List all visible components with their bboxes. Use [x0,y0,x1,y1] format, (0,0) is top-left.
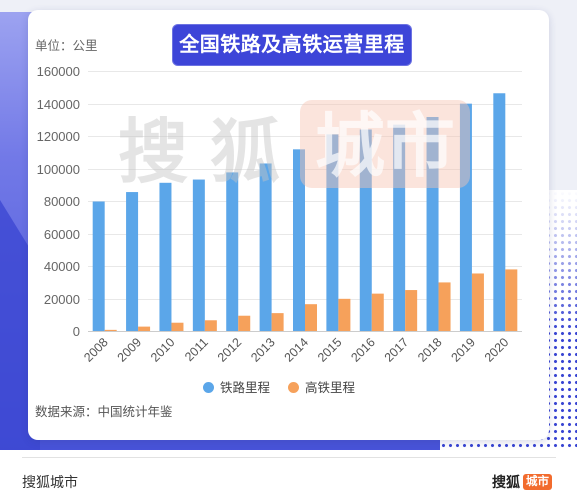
bar-hsr-2017 [405,290,418,331]
x-tick-label: 2013 [248,335,278,365]
bars [92,93,518,331]
watermark-box [300,100,470,188]
watermark-text-right: 城市 [315,107,455,185]
watermark: 搜狐 城市 [118,100,470,191]
y-tick-label: 120000 [37,129,80,144]
legend-marker-railway [203,382,214,393]
bar-hsr-2020 [505,269,518,331]
bar-railway-2014 [293,149,305,331]
bar-hsr-2015 [338,298,351,331]
logo-text-left: 搜狐 [492,474,520,490]
bar-hsr-2018 [438,282,451,331]
footer: 搜狐城市 搜狐 城市 [0,450,577,500]
y-tick-label: 40000 [44,259,80,274]
x-tick-label: 2015 [315,335,345,365]
bar-railway-2008 [92,201,105,331]
bar-railway-2018 [426,116,439,331]
y-tick-label: 60000 [44,227,80,242]
chart-title: 全国铁路及高铁运营里程 [172,24,412,66]
y-axis-labels: 0 20000 40000 60000 80000 100000 120000 140000 1… [37,64,80,339]
bar-hsr-2011 [204,320,217,331]
bar-railway-2017 [393,124,406,331]
legend-label-hsr: 高铁里程 [305,381,356,395]
legend-marker-hsr [288,382,299,393]
bar-hsr-2008 [104,329,117,331]
bar-railway-2016 [359,129,372,331]
y-tick-label: 100000 [37,162,80,177]
bar-railway-2011 [192,179,205,331]
bar-hsr-2009 [138,326,151,331]
bar-railway-2020 [493,93,506,331]
x-tick-label: 2016 [348,335,378,365]
y-tick-label: 160000 [37,64,80,79]
bar-hsr-2012 [238,315,251,331]
bar-railway-2009 [126,192,139,331]
x-axis-labels: 2008 2009 2010 2011 2012 2013 2014 2015 2016 2017… [81,335,511,365]
bar-hsr-2010 [171,322,184,331]
logo-badge: 城市 [523,474,552,490]
x-tick-label: 2009 [115,335,145,365]
y-tick-label: 0 [73,324,80,339]
x-tick-label: 2018 [415,335,445,365]
footer-brand-text: 搜狐城市 [22,474,78,490]
x-tick-label: 2019 [448,335,478,365]
bar-hsr-2013 [271,313,284,331]
unit-label: 单位：公里 [35,39,98,53]
x-tick-label: 2008 [81,335,111,365]
x-tick-label: 2010 [148,335,178,365]
bar-railway-2012 [226,172,239,331]
y-tick-label: 80000 [44,194,80,209]
bar-railway-2010 [159,182,172,331]
watermark-text-left: 搜狐 [118,113,302,191]
bar-hsr-2019 [471,273,484,331]
bar-railway-2019 [459,103,472,331]
bar-hsr-2016 [371,293,384,331]
y-tick-label: 140000 [37,97,80,112]
x-tick-label: 2017 [382,335,412,365]
bar-chart: 0 20000 40000 60000 80000 100000 120000 140000 1… [37,64,522,365]
bar-railway-2013 [259,163,272,331]
legend-label-railway: 铁路里程 [220,381,271,395]
bar-railway-2015 [326,134,339,331]
x-tick-label: 2014 [282,335,312,365]
footer-divider [22,457,556,458]
footer-logo: 搜狐 城市 [492,473,552,491]
data-source: 数据来源：中国统计年鉴 [35,405,173,419]
x-tick-label: 2011 [182,335,211,364]
bar-hsr-2014 [305,304,317,331]
x-tick-label: 2020 [482,335,512,365]
y-tick-label: 20000 [44,292,80,307]
x-tick-label: 2012 [215,335,245,365]
chart-card: 0 20000 40000 60000 80000 100000 120000 140000 1… [28,10,549,440]
